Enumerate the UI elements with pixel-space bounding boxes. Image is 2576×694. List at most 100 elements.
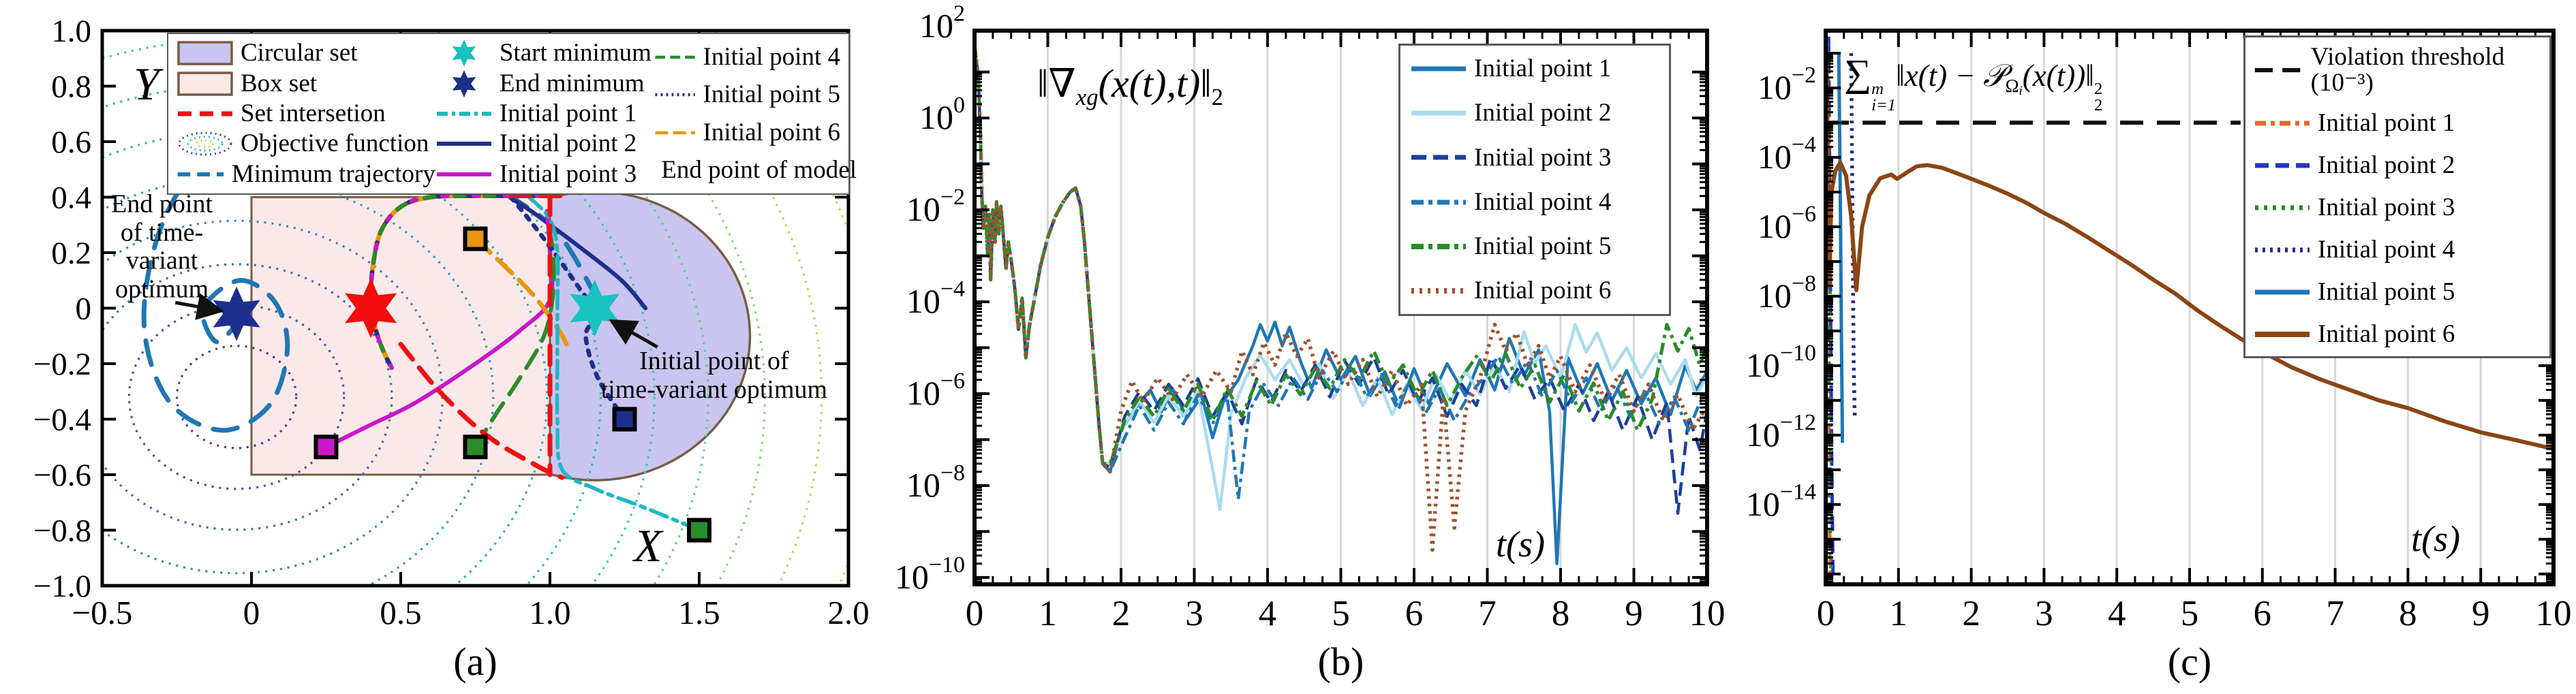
panel-a-ytick-label: −0.6 bbox=[33, 458, 91, 493]
legend-item: Initial point 2 bbox=[2254, 151, 2541, 180]
legend-item-label: Initial point 4 bbox=[2318, 235, 2455, 264]
panel-b-xtick-label: 2 bbox=[1112, 594, 1131, 633]
panel-b-xtick-label: 1 bbox=[1039, 594, 1057, 633]
legend-item: End point of model bbox=[654, 155, 857, 185]
panel-c-caption: (c) bbox=[2167, 640, 2212, 684]
annotation: Initial point of time-variant optimum bbox=[600, 347, 828, 405]
line-icon bbox=[2254, 67, 2303, 72]
legend-item: Initial point 3 bbox=[435, 159, 654, 189]
panel-a-xtick-label: 1.5 bbox=[678, 594, 720, 631]
panel-b-legend: Initial point 1 Initial point 2 Initial po… bbox=[1398, 44, 1671, 316]
legend-item-label: Initial point 1 bbox=[2318, 108, 2455, 137]
panel-a-y-axis-label: Y bbox=[134, 58, 159, 110]
panel-b-xtick-label: 9 bbox=[1625, 594, 1643, 633]
legend-item: Initial point 5 bbox=[2254, 277, 2541, 307]
panel-b-ytick-label: 102 bbox=[919, 1, 965, 44]
panel-c-ticks: 0 1 2 3 4 5 6 7 8 9 10 10−2 10−4 10−6 10−8 10−10 10−12 10… bbox=[1746, 31, 2572, 633]
legend-item-label: Initial point 3 bbox=[2318, 193, 2455, 221]
panel-c-xtick-label: 1 bbox=[1890, 594, 1908, 633]
panel-c-xtick-label: 10 bbox=[2536, 594, 2572, 633]
marker-initial-point-3-start bbox=[313, 435, 339, 460]
marker-end-point-of-model bbox=[345, 278, 397, 338]
panel-b-ytick-label: 100 bbox=[919, 93, 965, 136]
norm-nabla: ‖∇ bbox=[1037, 61, 1076, 106]
panel-b-xtick-label: 4 bbox=[1259, 594, 1277, 633]
gradient-argument: (x(t),t)‖ bbox=[1098, 61, 1212, 106]
panel-a-xtick-label: −0.5 bbox=[72, 594, 133, 631]
panel-c-xtick-label: 4 bbox=[2108, 594, 2126, 633]
line-icon bbox=[655, 93, 696, 97]
panel-c-xtick-label: 8 bbox=[2399, 594, 2417, 633]
panel-a-ytick-label: 0.4 bbox=[51, 180, 91, 216]
legend-item-label: Objective function bbox=[241, 129, 429, 158]
panel-a-x-axis-label: X bbox=[634, 520, 662, 571]
panel-a-ytick-label: −1.0 bbox=[33, 569, 91, 604]
legend-item: Initial point 6 bbox=[2254, 319, 2541, 349]
marker-start-minimum bbox=[570, 279, 620, 337]
legend-item-label: Initial point 4 bbox=[1474, 187, 1612, 216]
panel-a-ytick-label: 0.6 bbox=[51, 125, 91, 160]
legend-item-label: Initial point 5 bbox=[2318, 277, 2455, 306]
panel-b-ytick-label: 10−6 bbox=[906, 368, 965, 412]
legend-item-label: Initial point 6 bbox=[1474, 277, 1612, 305]
series-initial-point-6 bbox=[1826, 50, 2554, 452]
legend-item-label: Initial point 5 bbox=[1474, 232, 1612, 260]
panel-b-ytick-label: 10−8 bbox=[906, 460, 965, 504]
objective-contour bbox=[102, 176, 495, 586]
panel-b-xtick-label: 0 bbox=[966, 594, 984, 633]
panel-c-ytick-label: 10−4 bbox=[1758, 132, 1816, 176]
legend-item-label: End point of model bbox=[661, 156, 857, 185]
panel-b-ytick-label: 10−2 bbox=[906, 185, 965, 228]
panel-a-xtick-label: 1.0 bbox=[529, 594, 570, 631]
series-initial-point-4 bbox=[473, 217, 556, 449]
legend-item-label: Start minimum bbox=[499, 39, 651, 67]
panel-a-caption: (a) bbox=[453, 640, 497, 684]
legend-item: Initial point 5 bbox=[1410, 232, 1659, 262]
line-icon bbox=[2255, 289, 2310, 295]
projection-subscript: Ωi bbox=[2005, 76, 2023, 99]
line-icon bbox=[1411, 243, 1466, 249]
panel-c-xtick-label: 6 bbox=[2254, 594, 2272, 633]
objective-contour bbox=[431, 31, 709, 586]
panel-a-xtick-label: 2.0 bbox=[827, 594, 869, 631]
panel-b-title-formula: ‖∇xg(x(t),t)‖2 bbox=[1037, 60, 1223, 111]
panel-b-xtick-label: 3 bbox=[1185, 594, 1203, 633]
legend-item: Initial point 1 bbox=[1410, 54, 1659, 84]
panel-b-caption: (b) bbox=[1317, 640, 1364, 684]
panel-c: 0 1 2 3 4 5 6 7 8 9 10 10−2 10−4 10−6 10−8 10−10 10−12 10… bbox=[1746, 29, 2572, 633]
sum-symbol: ∑ bbox=[1844, 52, 1872, 95]
legend-item-label: End minimum bbox=[499, 69, 645, 97]
star-icon bbox=[452, 69, 476, 97]
legend-item: Start minimum bbox=[435, 38, 654, 68]
legend-item: Initial point 2 bbox=[1410, 98, 1659, 128]
panel-c-ytick-label: 10−6 bbox=[1758, 202, 1816, 245]
panel-a-xtick-label: 0 bbox=[243, 594, 260, 631]
series-minimum-trajectory bbox=[141, 42, 600, 433]
marker-initial-point-4-start bbox=[463, 435, 488, 460]
legend-column: Circular set Box set Set intersetion Object… bbox=[177, 38, 435, 189]
marker-initial-point-1-start bbox=[687, 518, 711, 543]
legend-item: Initial point 3 bbox=[1410, 142, 1659, 172]
legend-item-label: Violation threshold (10⁻³) bbox=[2310, 43, 2505, 97]
line-icon bbox=[655, 55, 696, 59]
panel-c-xtick-label: 2 bbox=[1962, 594, 1980, 633]
violation-body-2: (x(t))‖ bbox=[2022, 59, 2094, 93]
line-icon bbox=[1411, 287, 1466, 294]
panel-b-xtick-label: 8 bbox=[1552, 594, 1570, 633]
panel-b-ytick-label: 10−10 bbox=[895, 552, 965, 596]
line-icon bbox=[1411, 66, 1466, 72]
legend-item: Initial point 6 bbox=[654, 118, 840, 148]
legend-item: Violation threshold (10⁻³) bbox=[2254, 44, 2541, 95]
objective-contour bbox=[102, 84, 602, 586]
panel-a-ytick-label: 0.8 bbox=[51, 69, 91, 105]
panel-a-xtick-label: 0.5 bbox=[380, 594, 421, 631]
annotation: End point of time- variant optimum bbox=[111, 189, 213, 304]
line-icon bbox=[178, 111, 232, 116]
panel-c-legend: Violation threshold (10⁻³) Initial point … bbox=[2243, 35, 2551, 358]
line-icon bbox=[655, 131, 696, 134]
legend-item-label: Initial point 2 bbox=[1474, 99, 1612, 127]
series-initial-point-5 bbox=[1837, 53, 1845, 443]
contour-icon bbox=[178, 131, 232, 156]
line-icon bbox=[2255, 121, 2310, 126]
